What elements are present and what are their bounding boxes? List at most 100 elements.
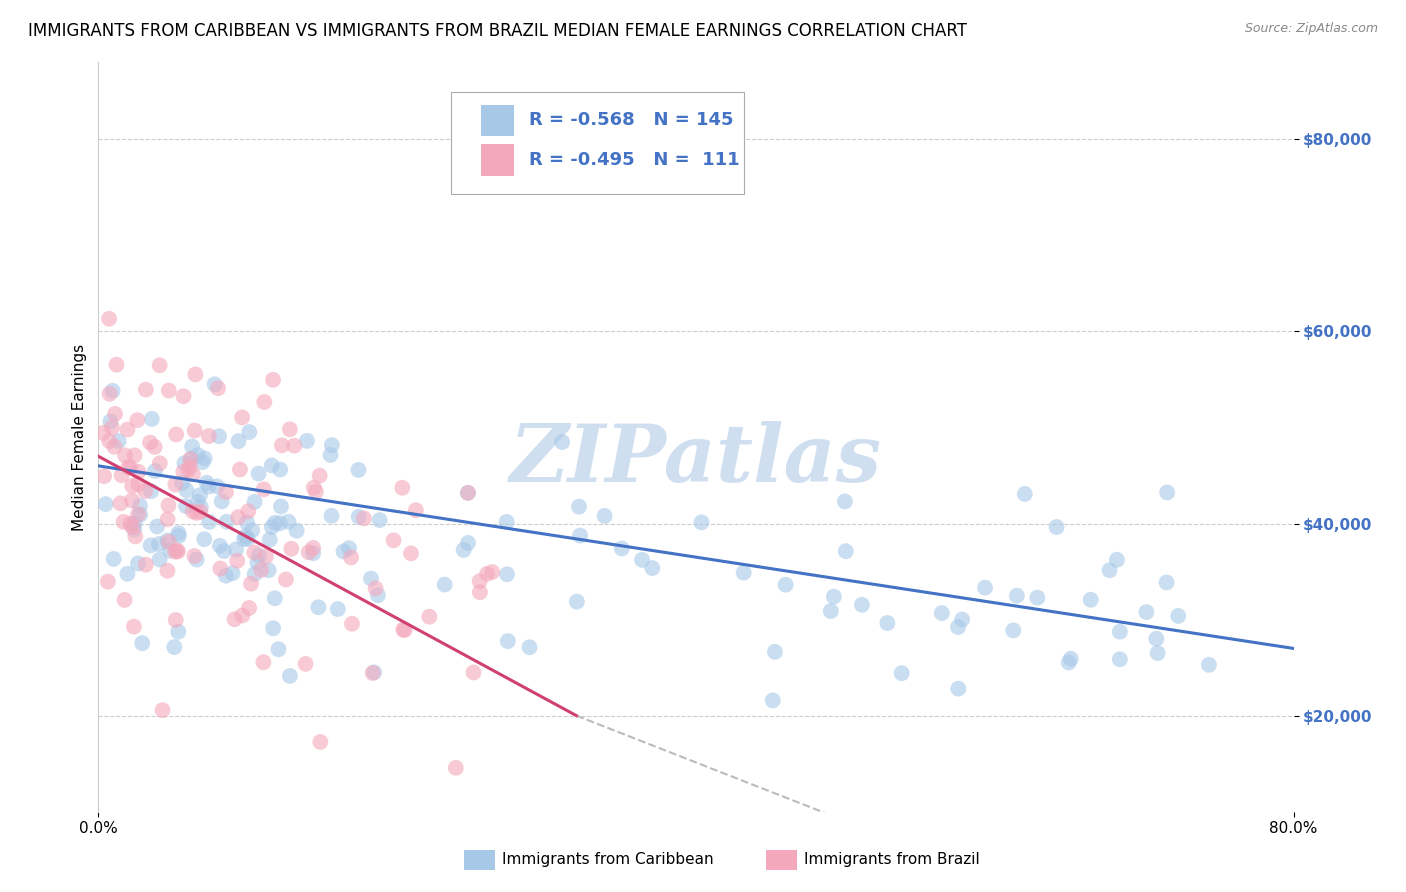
Point bbox=[851, 598, 873, 612]
Point bbox=[177, 462, 200, 476]
Point bbox=[179, 452, 201, 467]
Point bbox=[496, 567, 519, 582]
Point bbox=[238, 601, 260, 615]
Point bbox=[332, 544, 354, 558]
Point bbox=[950, 613, 973, 627]
Point bbox=[212, 544, 235, 558]
Point bbox=[97, 574, 120, 589]
Point bbox=[457, 536, 479, 550]
Point bbox=[121, 479, 143, 493]
Point bbox=[235, 529, 257, 543]
Point bbox=[610, 541, 633, 556]
Point bbox=[193, 451, 215, 466]
Point bbox=[236, 516, 259, 530]
Point bbox=[823, 590, 845, 604]
Point bbox=[1057, 656, 1080, 670]
Point bbox=[111, 468, 134, 483]
Point bbox=[112, 515, 135, 529]
Point bbox=[149, 552, 172, 566]
Point bbox=[93, 469, 115, 483]
Text: Immigrants from Brazil: Immigrants from Brazil bbox=[804, 853, 980, 867]
Point bbox=[165, 477, 187, 491]
Point bbox=[166, 543, 188, 558]
Point bbox=[100, 414, 122, 428]
Point bbox=[127, 507, 149, 521]
Point bbox=[263, 591, 285, 606]
Point bbox=[129, 508, 152, 522]
Point bbox=[98, 311, 121, 326]
Point bbox=[101, 384, 124, 398]
Point bbox=[186, 552, 208, 566]
Point bbox=[120, 460, 142, 475]
Point bbox=[181, 504, 204, 518]
Point bbox=[197, 479, 219, 493]
Point bbox=[457, 485, 479, 500]
Point bbox=[250, 563, 273, 577]
Point bbox=[173, 456, 195, 470]
Point bbox=[309, 735, 332, 749]
Point bbox=[495, 515, 517, 529]
Point bbox=[231, 608, 253, 623]
Text: ZIPatlas: ZIPatlas bbox=[510, 421, 882, 499]
Point bbox=[568, 500, 591, 514]
Point bbox=[240, 576, 263, 591]
Point bbox=[122, 523, 145, 537]
Point bbox=[215, 515, 238, 529]
Point bbox=[367, 588, 389, 602]
Point bbox=[159, 543, 181, 558]
Point bbox=[974, 581, 997, 595]
Point bbox=[391, 481, 413, 495]
Point bbox=[198, 429, 221, 443]
Point bbox=[368, 513, 391, 527]
Point bbox=[270, 500, 292, 514]
Point bbox=[294, 657, 316, 671]
Point bbox=[240, 524, 263, 538]
Point bbox=[364, 582, 387, 596]
Point bbox=[337, 541, 360, 556]
Point bbox=[149, 456, 172, 470]
FancyBboxPatch shape bbox=[451, 93, 744, 194]
Point bbox=[243, 495, 266, 509]
Point bbox=[363, 665, 385, 680]
Point bbox=[208, 539, 231, 553]
Point bbox=[259, 533, 281, 547]
Point bbox=[733, 566, 755, 580]
Point bbox=[1026, 591, 1049, 605]
Point bbox=[238, 504, 260, 518]
Point bbox=[280, 541, 302, 556]
Point bbox=[124, 516, 146, 531]
Point bbox=[260, 520, 283, 534]
Point bbox=[453, 543, 475, 558]
Text: R = -0.495   N =  111: R = -0.495 N = 111 bbox=[529, 151, 740, 169]
Text: Immigrants from Caribbean: Immigrants from Caribbean bbox=[502, 853, 714, 867]
Point bbox=[444, 761, 467, 775]
Point bbox=[1146, 646, 1168, 660]
Point bbox=[243, 545, 266, 559]
Point bbox=[104, 407, 127, 421]
Point bbox=[117, 423, 139, 437]
Point bbox=[247, 467, 270, 481]
Point bbox=[186, 506, 208, 520]
Point bbox=[262, 621, 284, 635]
Point bbox=[107, 434, 129, 448]
Point bbox=[405, 503, 427, 517]
Point bbox=[834, 494, 856, 508]
Point bbox=[519, 640, 541, 655]
Point bbox=[120, 516, 142, 531]
Point bbox=[1080, 592, 1102, 607]
Point bbox=[876, 615, 898, 630]
Point bbox=[319, 448, 342, 462]
Point bbox=[347, 509, 370, 524]
Point bbox=[246, 556, 269, 570]
Point bbox=[135, 383, 157, 397]
Point bbox=[1156, 575, 1178, 590]
Point bbox=[326, 602, 349, 616]
Y-axis label: Median Female Earnings: Median Female Earnings bbox=[72, 343, 87, 531]
Text: R = -0.568   N = 145: R = -0.568 N = 145 bbox=[529, 112, 733, 129]
Point bbox=[775, 578, 797, 592]
Point bbox=[229, 462, 252, 476]
Point bbox=[394, 623, 416, 637]
Point bbox=[139, 484, 162, 499]
Point bbox=[298, 545, 321, 559]
Point bbox=[103, 552, 125, 566]
